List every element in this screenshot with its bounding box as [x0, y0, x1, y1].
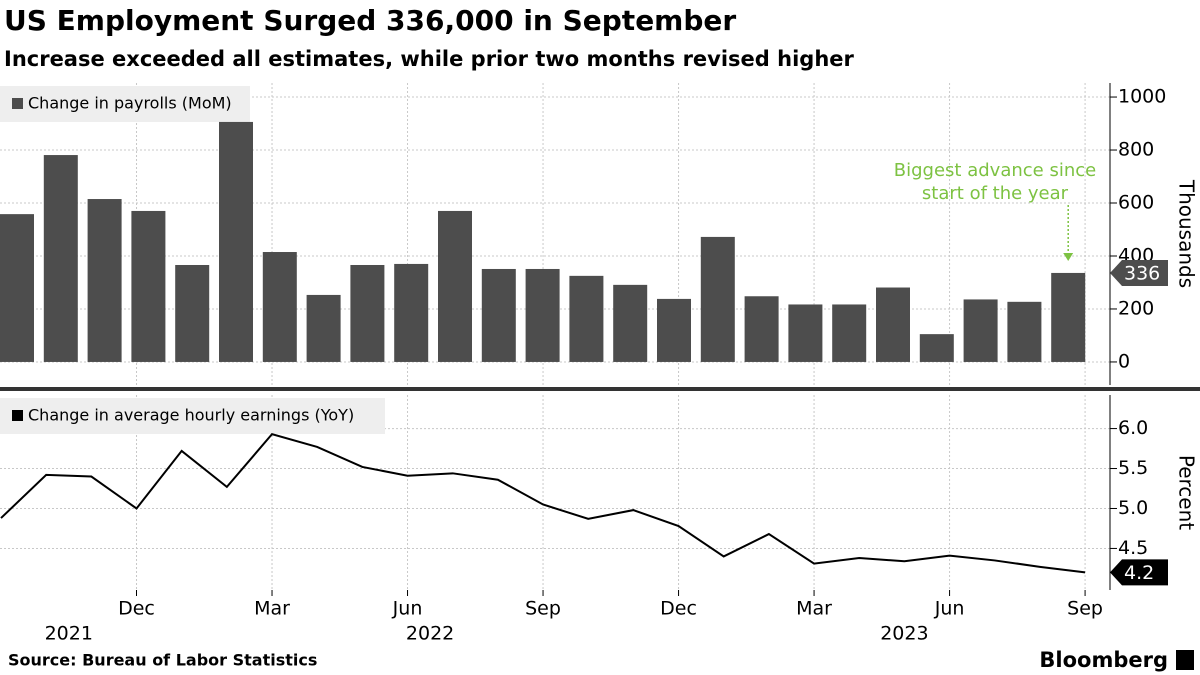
y-tick-label: 6.0 — [1118, 417, 1148, 439]
chart-subtitle: Increase exceeded all estimates, while p… — [4, 47, 855, 71]
bar — [657, 298, 691, 362]
bar — [1007, 301, 1042, 362]
legend-swatch — [12, 410, 23, 421]
bar — [262, 252, 297, 362]
bar — [175, 264, 210, 362]
y-tick-label: 5.0 — [1118, 497, 1148, 519]
legend-box — [0, 86, 250, 122]
x-tick-label: Jun — [392, 598, 423, 620]
bar — [963, 299, 998, 362]
year-label: 2023 — [880, 623, 928, 645]
bar — [525, 268, 560, 362]
legend-label: Change in payrolls (MoM) — [28, 94, 232, 113]
legend-box — [0, 398, 385, 434]
bar — [1051, 272, 1086, 362]
bar — [350, 264, 385, 362]
y-tick-label: 200 — [1118, 297, 1154, 319]
annotation-arrowhead — [1063, 252, 1074, 261]
annotation: start of the year — [922, 183, 1069, 204]
y-tick-label: 5.5 — [1118, 457, 1148, 479]
x-tick-label: Dec — [118, 598, 155, 620]
bar — [394, 263, 429, 362]
y-axis-title: Thousands — [1175, 179, 1199, 288]
bar — [613, 284, 648, 362]
line — [0, 433, 1086, 574]
legend-swatch — [12, 98, 23, 109]
value-tag — [1110, 259, 1168, 286]
bar — [788, 304, 823, 362]
x-tick-label: Dec — [660, 598, 697, 620]
bar — [744, 296, 779, 362]
bar — [876, 287, 910, 362]
bar — [219, 121, 253, 362]
bar — [131, 210, 166, 362]
year-label: 2021 — [45, 623, 93, 645]
bar — [43, 155, 78, 362]
brand: Bloomberg — [1039, 648, 1168, 672]
y-tick-label: 1000 — [1118, 86, 1166, 108]
bar — [700, 236, 735, 362]
x-tick-label: Sep — [525, 598, 561, 620]
y-tick-label: 0 — [1118, 350, 1130, 372]
y-tick-label: 800 — [1118, 139, 1154, 161]
bar — [919, 334, 954, 362]
bar — [438, 210, 472, 362]
x-tick-label: Sep — [1067, 598, 1103, 620]
year-label: 2022 — [406, 623, 454, 645]
brand-icon — [1176, 650, 1194, 670]
x-tick-label: Jun — [934, 598, 965, 620]
y-tick-label: 4.5 — [1118, 537, 1148, 559]
bar — [87, 199, 122, 362]
x-tick-label: Mar — [796, 598, 832, 620]
source: Source: Bureau of Labor Statistics — [8, 651, 317, 670]
value-label: 336 — [1124, 262, 1160, 284]
bar — [481, 268, 516, 362]
y-tick-label: 600 — [1118, 192, 1154, 214]
bar — [569, 275, 604, 362]
y-axis-title: Percent — [1175, 455, 1199, 530]
bar — [306, 294, 341, 362]
legend-label: Change in average hourly earnings (YoY) — [28, 406, 354, 425]
value-label: 4.2 — [1124, 562, 1154, 584]
value-tag — [1110, 559, 1168, 586]
annotation: Biggest advance since — [894, 160, 1096, 181]
bar — [832, 304, 867, 362]
chart-title: US Employment Surged 336,000 in Septembe… — [4, 4, 736, 37]
x-tick-label: Mar — [254, 598, 290, 620]
bar — [0, 214, 34, 362]
